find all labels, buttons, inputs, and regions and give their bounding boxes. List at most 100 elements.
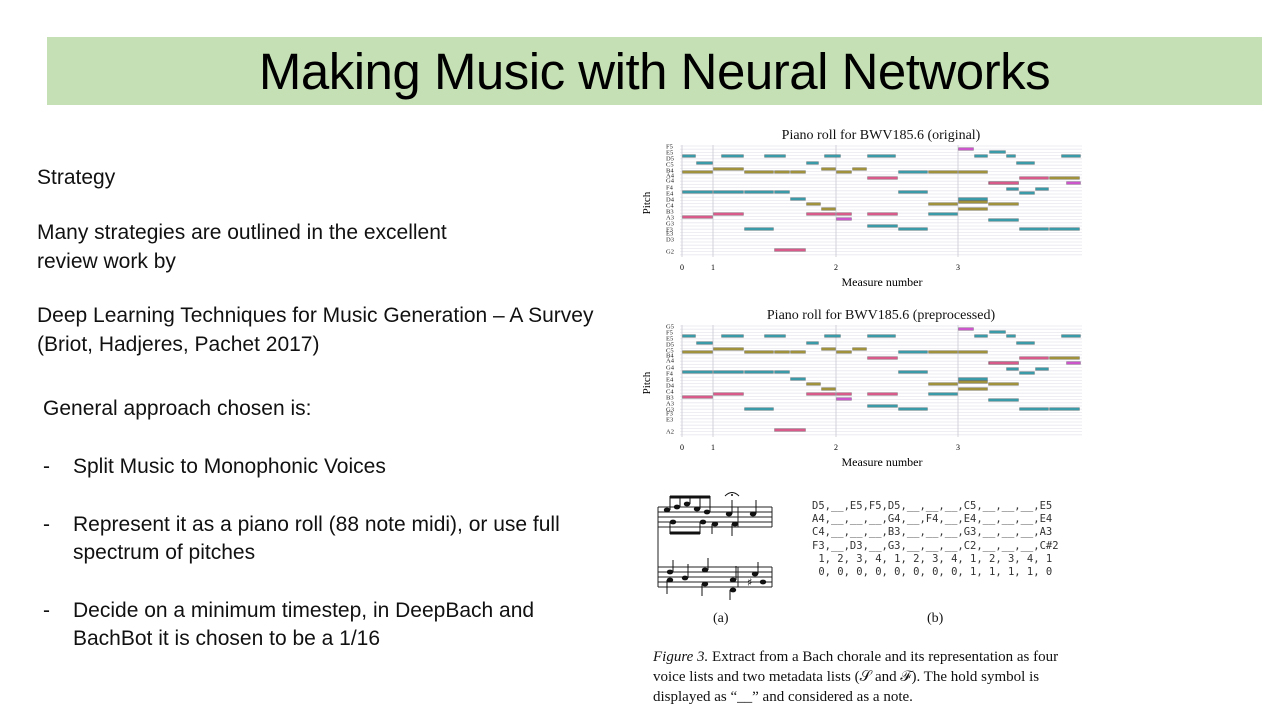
note-bar (821, 347, 836, 351)
note-bar (806, 202, 821, 206)
sharp-icon: ♯ (747, 576, 752, 589)
pitch-label: G2 (666, 249, 674, 256)
x-tick-3: 3 (956, 263, 960, 272)
pitch-label: E4 (666, 191, 674, 198)
note-bar (1061, 154, 1081, 158)
reference-line-2: (Briot, Hadjeres, Pachet 2017) (37, 333, 320, 356)
bullet-dash: - (43, 513, 50, 536)
note-bar (806, 161, 819, 165)
roll-preprocessed-title: Piano roll for BWV185.6 (preprocessed) (766, 308, 996, 323)
note-bar (764, 154, 786, 158)
note-bar (1049, 176, 1080, 180)
pitch-label: C4 (666, 389, 674, 396)
note-bar (836, 212, 852, 216)
note-bar (682, 350, 713, 354)
note-bar (928, 170, 958, 174)
note-bar (852, 167, 867, 171)
note-bar (821, 387, 836, 391)
fermata-dot (731, 494, 733, 496)
note-bar (744, 350, 774, 354)
note-bar (958, 387, 988, 391)
note-bar (1019, 407, 1049, 411)
strategy-heading: Strategy (37, 166, 116, 189)
note-bar (958, 200, 988, 204)
x-tick-3: 3 (956, 443, 960, 452)
x-tick-2: 2 (834, 263, 838, 272)
note-bar (713, 190, 744, 194)
note-bar (898, 227, 928, 231)
title-bar: Making Music with Neural Networks (47, 37, 1262, 105)
note-bar (806, 212, 836, 216)
pitch-label: C4 (666, 203, 674, 210)
roll-original-title: Piano roll for BWV185.6 (original) (781, 128, 981, 143)
figure-label-a: (a) (713, 611, 729, 626)
note-bar (682, 215, 713, 219)
note-bar (1019, 356, 1049, 360)
pitch-label: A3 (666, 215, 674, 222)
note-bar (958, 207, 988, 211)
bass-staff (658, 566, 772, 588)
note-bar (1049, 227, 1080, 231)
x-axis-label: Measure number (842, 275, 923, 289)
note-bar (988, 218, 1019, 222)
pitch-label: G4 (666, 178, 675, 185)
bullet-piano-roll: - Represent it as a piano roll (88 note … (43, 511, 613, 569)
note-bar (867, 212, 898, 216)
note-bar (713, 212, 744, 216)
pitch-label: D4 (666, 197, 675, 204)
note-bar (744, 407, 774, 411)
note-bar (713, 370, 744, 374)
figure-label-b: (b) (927, 611, 944, 626)
note-bar (1035, 367, 1049, 371)
note-bar (821, 167, 836, 171)
note-bar (721, 334, 744, 338)
pitch-label: C5 (666, 348, 674, 355)
note-bar (696, 161, 713, 165)
note-bar (958, 147, 974, 151)
note-bar (824, 334, 841, 338)
pitch-label: B3 (666, 209, 674, 216)
voice-list-bass: F3,__,D3,__,G3,__,__,__,C2,__,__,__,C#2 (812, 539, 1059, 552)
note-bar (989, 181, 1019, 185)
pitch-label: D5 (666, 342, 674, 349)
bullet-split-voices: - Split Music to Monophonic Voices (43, 453, 613, 483)
pitch-label: E3 (666, 231, 673, 238)
note-bar (1016, 341, 1035, 345)
pitch-label: F4 (666, 371, 674, 378)
note-bar (867, 334, 896, 338)
note-bar (821, 207, 836, 211)
note-bar (1019, 227, 1049, 231)
note-bar (1035, 187, 1049, 191)
note-bar (774, 350, 790, 354)
note-bar (988, 382, 1019, 386)
note-bar (824, 154, 841, 158)
note-bar (682, 370, 713, 374)
note-bar (682, 190, 713, 194)
note-bar (774, 170, 790, 174)
note-bar (928, 382, 958, 386)
note-bar (764, 334, 786, 338)
pitch-label: E4 (666, 377, 674, 384)
note-bar (774, 428, 806, 432)
voice-list-tenor: C4,__,__,__,B3,__,__,__,G3,__,__,__,A3 (812, 526, 1053, 539)
note-bar (774, 370, 790, 374)
note-bar (989, 330, 1006, 334)
noteheads (663, 501, 767, 593)
pitch-label: F3 (666, 227, 673, 234)
note-bar (1066, 361, 1081, 365)
pitch-label: D5 (666, 156, 674, 163)
note-bar (836, 397, 852, 401)
pitch-label: A4 (666, 173, 675, 180)
bullet-dash: - (43, 455, 50, 478)
bullet-text-line-2: spectrum of pitches (73, 541, 256, 564)
note-bar (713, 167, 744, 171)
note-bar (744, 170, 774, 174)
pitch-label: B4 (666, 353, 674, 360)
y-axis-label: Pitch (641, 191, 653, 214)
note-bar (867, 356, 898, 360)
note-bar (836, 350, 852, 354)
x-tick-1: 1 (711, 263, 715, 272)
note-bar (713, 392, 744, 396)
